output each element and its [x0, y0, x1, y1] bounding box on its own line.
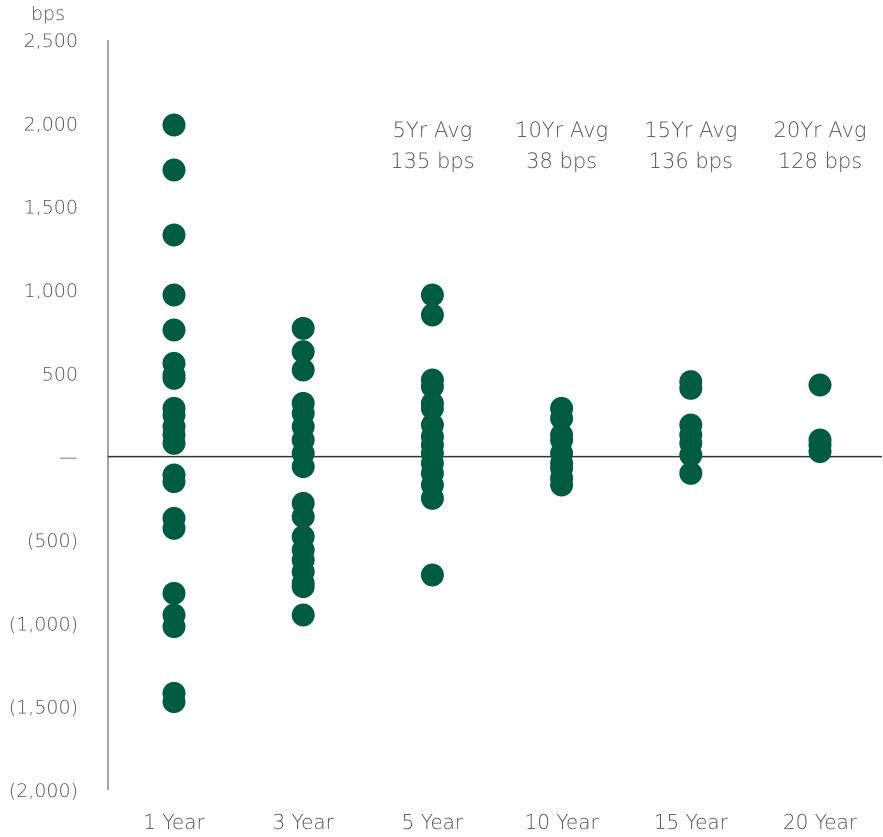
data-point [679, 443, 703, 467]
y-tick-label: (500) [27, 530, 78, 552]
x-category-label: 1 Year [143, 810, 205, 834]
data-point [162, 158, 186, 182]
x-axis: 1 Year 3 Year 5 Year 10 Year 15 Year 20 Year [143, 810, 858, 834]
data-point [550, 406, 574, 430]
data-point [808, 373, 832, 397]
data-point [420, 563, 444, 587]
data-point [162, 690, 186, 714]
data-point [420, 486, 444, 510]
average-value: 136 bps [649, 149, 733, 173]
data-point [162, 470, 186, 494]
average-annotations: 5Yr Avg 135 bps 10Yr Avg 38 bps 15Yr Avg 136 … [390, 118, 866, 173]
data-point [420, 283, 444, 307]
data-point [420, 375, 444, 399]
x-category-label: 20 Year [783, 810, 858, 834]
y-tick-label: 500 [42, 363, 78, 385]
series-3-year [291, 316, 315, 627]
data-point [162, 431, 186, 455]
y-tick-label: — [59, 447, 78, 469]
data-point [162, 223, 186, 247]
y-tick-label: (2,000) [9, 780, 78, 802]
x-category-label: 5 Year [402, 810, 464, 834]
average-label: 20Yr Avg [773, 118, 866, 142]
data-point [420, 396, 444, 420]
x-category-label: 3 Year [272, 810, 334, 834]
average-label: 15Yr Avg [644, 118, 737, 142]
data-point [679, 461, 703, 485]
y-tick-label: (1,500) [9, 697, 78, 719]
data-point [679, 376, 703, 400]
series-5-year [420, 283, 444, 587]
y-tick-label: 2,000 [24, 113, 78, 135]
average-value: 128 bps [778, 149, 862, 173]
series-1-year [162, 113, 186, 714]
data-point [291, 603, 315, 627]
y-axis: 2,500 2,000 1,500 1,000 500 — (500) (1,000) (1,5… [9, 30, 109, 802]
data-point [291, 340, 315, 364]
data-point [291, 455, 315, 479]
y-axis-unit-label: bps [31, 3, 65, 25]
data-point [550, 473, 574, 497]
average-value: 135 bps [390, 149, 474, 173]
series-20-year [808, 373, 832, 464]
data-point [420, 303, 444, 327]
x-category-label: 15 Year [654, 810, 729, 834]
x-category-label: 10 Year [525, 810, 600, 834]
average-label: 5Yr Avg [393, 118, 473, 142]
series-10-year [550, 396, 574, 497]
data-point [162, 516, 186, 540]
data-point [162, 366, 186, 390]
data-point [291, 316, 315, 340]
data-point [162, 318, 186, 342]
data-point [808, 440, 832, 464]
data-point [162, 615, 186, 639]
data-point [291, 575, 315, 599]
y-tick-label: 1,500 [24, 197, 78, 219]
data-point [291, 505, 315, 529]
plot-area [108, 113, 882, 714]
average-label: 10Yr Avg [515, 118, 608, 142]
series-15-year [679, 370, 703, 485]
data-point [162, 581, 186, 605]
data-point [162, 283, 186, 307]
y-tick-label: 1,000 [24, 280, 78, 302]
y-tick-label: 2,500 [24, 30, 78, 52]
data-point [162, 113, 186, 137]
data-point [291, 358, 315, 382]
average-value: 38 bps [526, 149, 597, 173]
y-tick-label: (1,000) [9, 613, 78, 635]
